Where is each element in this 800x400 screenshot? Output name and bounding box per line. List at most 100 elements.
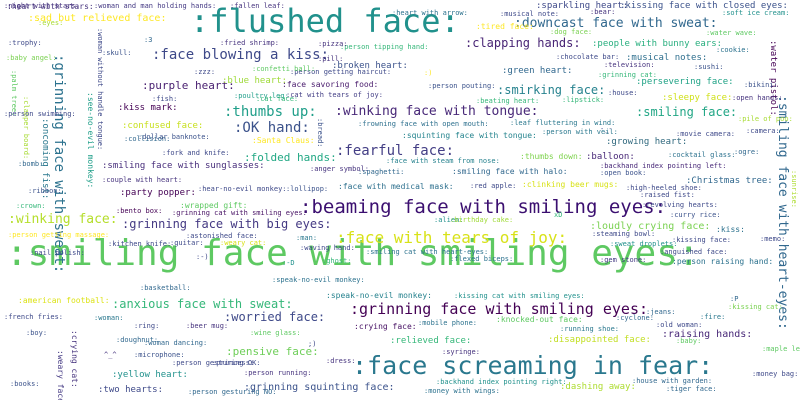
word: :books: bbox=[10, 380, 40, 388]
word: :dress: bbox=[326, 357, 356, 365]
word: :microphone: bbox=[134, 351, 185, 359]
word: :green heart: bbox=[502, 66, 573, 76]
word: :kiss: bbox=[716, 225, 745, 234]
word: :Christmas tree: bbox=[686, 176, 773, 186]
word: :person swimming: bbox=[4, 110, 76, 118]
word: :frowning face with open mouth: bbox=[358, 120, 489, 128]
word: :grinning face with smiling eyes: bbox=[350, 300, 649, 318]
word: :folded hands: bbox=[244, 151, 337, 164]
word: :ring: bbox=[134, 322, 160, 330]
word: :) bbox=[424, 69, 433, 77]
word: :sushi: bbox=[694, 63, 724, 71]
word: :pill: bbox=[318, 55, 344, 63]
word: :yellow heart: bbox=[112, 370, 188, 380]
word: :baby: bbox=[676, 337, 702, 345]
word: :water wave: bbox=[706, 29, 757, 37]
word: :clapping hands: bbox=[465, 36, 581, 50]
word: :downcast face with sweat: bbox=[514, 16, 718, 31]
word: :trophy: bbox=[8, 39, 42, 47]
word: :wine glass: bbox=[250, 329, 301, 337]
word: :balloon: bbox=[586, 152, 635, 162]
word: :revolving hearts: bbox=[642, 201, 718, 209]
word: :kissing face with closed eyes: bbox=[620, 1, 788, 11]
word: :curry rice: bbox=[670, 211, 721, 219]
word: :red apple: bbox=[470, 182, 517, 190]
word: :speak-no-evil monkey: bbox=[272, 276, 365, 284]
word: :bikini: bbox=[744, 81, 778, 89]
word: :mobile phone: bbox=[418, 319, 478, 327]
word: :dog face: bbox=[550, 28, 593, 36]
word: ;) bbox=[308, 340, 317, 348]
word: :pile of poo: bbox=[738, 115, 793, 123]
word: :sleepy face: bbox=[662, 93, 733, 103]
word: :man: bbox=[296, 234, 318, 242]
word: :gem stone: bbox=[600, 256, 647, 264]
word: :open book: bbox=[600, 169, 647, 177]
word: :blue heart: bbox=[222, 76, 288, 86]
word: :two hearts: bbox=[98, 385, 164, 395]
word: :woman and man holding hands: bbox=[94, 2, 217, 10]
word: :loudly crying face: bbox=[590, 221, 711, 232]
word: :cat with tears of joy: bbox=[286, 91, 383, 99]
word: :musical notes: bbox=[626, 53, 708, 63]
word: :palm tree: bbox=[10, 70, 18, 117]
word: :smiling cat with heart-eyes: bbox=[366, 248, 489, 256]
word: :cyclone: bbox=[616, 314, 654, 322]
word: :house: bbox=[608, 89, 638, 97]
word: :bread: bbox=[316, 118, 324, 148]
word: :kissing face: bbox=[672, 236, 732, 244]
word: :wrapped gift: bbox=[180, 201, 248, 210]
word: :OK hand: bbox=[234, 120, 310, 136]
word: :bento box: bbox=[116, 207, 163, 215]
word: :relieved face: bbox=[390, 336, 472, 346]
word: :lipstick: bbox=[562, 96, 605, 104]
word: :soft ice cream: bbox=[722, 9, 790, 17]
word: :clinking beer mugs: bbox=[522, 180, 619, 189]
word: :anguished face: bbox=[660, 248, 728, 256]
word: :sparkling heart: bbox=[536, 1, 629, 11]
word: :raising hands: bbox=[662, 329, 753, 340]
word: :waving hand: bbox=[300, 244, 355, 252]
word: :party popper: bbox=[120, 188, 196, 198]
word: :ogre: bbox=[734, 148, 760, 156]
word: :confetti ball: bbox=[252, 65, 316, 73]
word: :chocolate bar: bbox=[556, 53, 620, 61]
word: :people with bunny ears: bbox=[592, 39, 723, 49]
word: :see-no-evil monkey: bbox=[86, 92, 95, 189]
word: :flexed biceps: bbox=[450, 255, 514, 263]
word: :smiling face: bbox=[636, 105, 738, 119]
word: :knocked-out face: bbox=[496, 315, 583, 324]
word: :sad but relieved face: bbox=[28, 13, 167, 24]
word: :astonished face: bbox=[186, 232, 258, 240]
word: :Santa Claus: bbox=[252, 136, 315, 145]
word: :dashing away: bbox=[560, 382, 636, 392]
word: :running shoe: bbox=[560, 325, 620, 333]
word: :american football: bbox=[18, 296, 110, 305]
word: :eyes: bbox=[38, 19, 64, 27]
word: :person tipping hand: bbox=[340, 43, 429, 51]
word: :nail polish: bbox=[30, 249, 85, 257]
word: :beaming face with smiling eyes: bbox=[300, 196, 667, 218]
word: :woman: bbox=[94, 314, 124, 322]
word: :pensive face: bbox=[226, 345, 319, 358]
word: :face savoring food: bbox=[282, 80, 379, 89]
word: :backhand index pointing left: bbox=[600, 162, 727, 170]
word: -_- bbox=[600, 125, 613, 133]
word: :persevering face: bbox=[636, 77, 734, 87]
word: :smirking face: bbox=[497, 83, 606, 97]
word: :grinning cat: bbox=[598, 71, 658, 79]
word: :person pouting: bbox=[428, 82, 496, 90]
word: :heart with stars: bbox=[7, 2, 94, 11]
word: :cookie: bbox=[716, 46, 750, 54]
word: :face with tears of joy: bbox=[336, 228, 568, 247]
word: :boy: bbox=[26, 329, 48, 337]
word: :disappointed face: bbox=[548, 335, 651, 345]
word: :princess: bbox=[212, 359, 255, 367]
word: :clapper board: bbox=[22, 96, 30, 160]
word: :leaf fluttering in wind: bbox=[510, 119, 616, 127]
word: :camera: bbox=[746, 127, 780, 135]
word: :cocktail glass: bbox=[668, 151, 736, 159]
word: :weary face: bbox=[56, 350, 65, 400]
word: ^_^ bbox=[104, 351, 117, 359]
